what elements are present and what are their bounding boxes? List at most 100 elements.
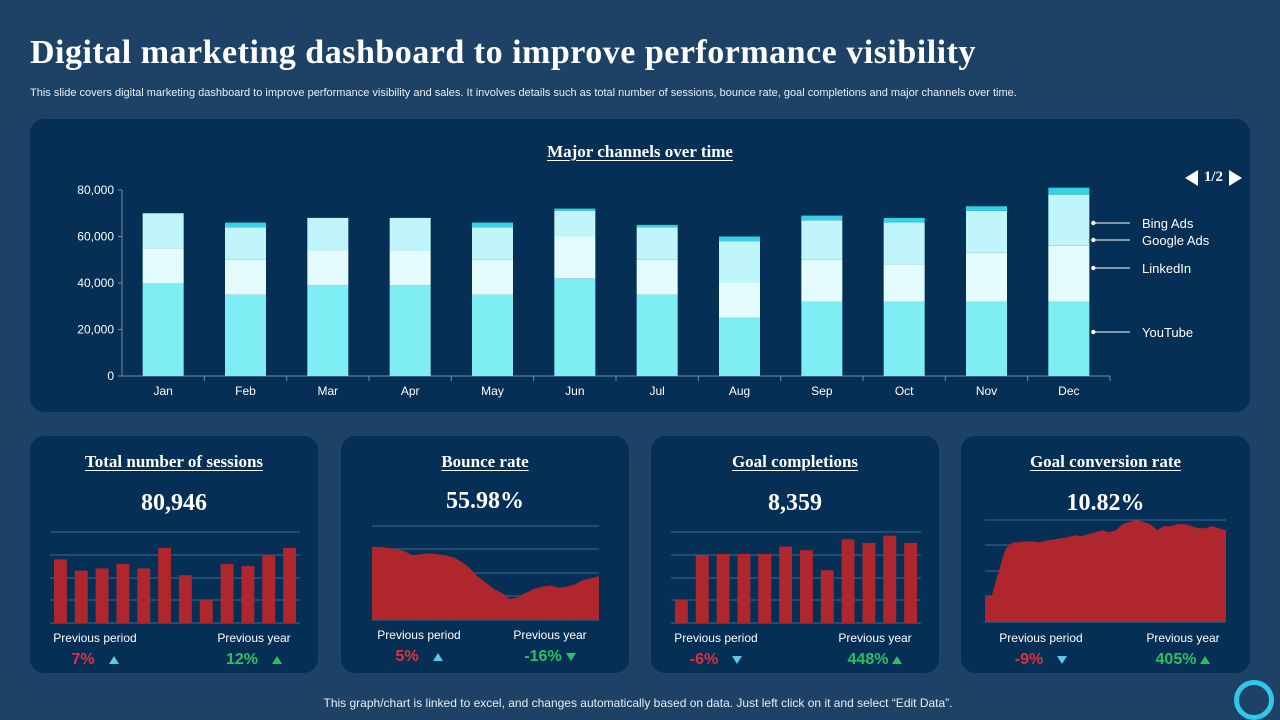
major-channels-chart[interactable]: 0 20,000 40,000 60,000 80,000 Jan Feb Mar Apr May…	[30, 119, 1250, 412]
previous-year-compare: Previous year 12%	[194, 631, 314, 669]
bar-bing-ads	[1048, 187, 1090, 195]
kpi-bar	[674, 599, 688, 623]
kpi-bar	[758, 553, 772, 623]
kpi-title: Goal completions	[731, 452, 859, 471]
kpi-bar	[95, 568, 109, 623]
legend-label-google-ads: Google Ads	[1142, 233, 1210, 248]
bar-google-ads	[307, 217, 349, 251]
bar-bing-ads	[966, 206, 1007, 211]
bar-google-ads	[225, 227, 266, 260]
goal-completions-chart[interactable]	[651, 436, 939, 673]
x-tick-label: May	[481, 384, 504, 398]
bar-bing-ads	[636, 224, 678, 228]
x-tick-label: Aug	[729, 384, 750, 398]
kpi-bar	[199, 600, 213, 623]
compare-percent: -9%	[1014, 651, 1044, 668]
compare-label: Previous period	[377, 628, 461, 642]
kpi-bar	[883, 535, 897, 623]
arrow-up-icon	[272, 656, 283, 664]
compare-percent: 405%	[1155, 651, 1197, 668]
bar-google-ads	[389, 217, 431, 251]
bar-google-ads	[883, 222, 925, 265]
kpi-card-goal-completions: Goal completions 8,359 Previous period -…	[651, 436, 939, 673]
x-tick-label: Jun	[565, 384, 584, 398]
bar-google-ads	[1048, 194, 1090, 246]
compare-label: Previous year	[217, 631, 291, 645]
previous-year-compare: Previous year 405%	[1123, 631, 1243, 669]
bar-bing-ads	[883, 217, 925, 223]
bar-youtube	[636, 294, 678, 376]
legend-dot	[1091, 265, 1096, 271]
kpi-bar	[116, 563, 130, 623]
bar-youtube	[883, 301, 925, 376]
kpi-bar	[716, 553, 730, 623]
kpi-bar	[841, 539, 855, 623]
bar-youtube	[719, 317, 760, 376]
goal-conversion-rate-chart[interactable]	[961, 436, 1250, 673]
y-tick-label: 20,000	[77, 323, 114, 337]
bar-linkedin	[142, 248, 184, 283]
legend-label-bing-ads: Bing Ads	[1142, 216, 1194, 231]
sessions-chart[interactable]	[30, 436, 318, 673]
kpi-title: Total number of sessions	[84, 452, 264, 471]
bar-linkedin	[719, 283, 760, 318]
x-tick-label: Apr	[401, 384, 420, 398]
kpi-bar	[799, 550, 813, 623]
arrow-up-icon	[432, 653, 443, 661]
kpi-value: 80,946	[141, 490, 207, 516]
compare-percent: 5%	[395, 648, 419, 665]
bar-linkedin	[1048, 245, 1090, 302]
page-title: Digital marketing dashboard to improve p…	[30, 34, 976, 71]
previous-year-compare: Previous year -16%	[490, 628, 610, 666]
x-tick-label: Oct	[895, 384, 914, 398]
x-tick-label: Mar	[317, 384, 338, 398]
kpi-card-bounce-rate: Bounce rate 55.98% Previous period 5% Pr…	[341, 436, 629, 673]
y-tick-label: 80,000	[77, 183, 114, 197]
kpi-bar	[74, 570, 88, 623]
kpi-bar	[695, 555, 709, 623]
footer-note: This graph/chart is linked to excel, and…	[323, 696, 953, 710]
y-tick-label: 40,000	[77, 276, 114, 290]
bar-linkedin	[554, 236, 596, 279]
arrow-down-icon	[732, 656, 743, 664]
compare-label: Previous period	[999, 631, 1083, 645]
kpi-bar	[904, 542, 918, 623]
x-tick-label: Dec	[1058, 384, 1079, 398]
kpi-card-goal-conversion-rate: Goal conversion rate 10.82% Previous per…	[961, 436, 1250, 673]
arrow-up-icon	[1200, 656, 1211, 664]
kpi-value: 8,359	[768, 490, 822, 516]
previous-period-compare: Previous period -9%	[981, 631, 1101, 669]
bar-youtube	[389, 285, 431, 376]
compare-percent: -6%	[689, 651, 719, 668]
bar-youtube	[472, 294, 513, 376]
next-page-icon[interactable]	[1229, 169, 1242, 186]
bar-bing-ads	[801, 215, 843, 221]
bar-google-ads	[966, 210, 1007, 253]
pager: 1/2	[1184, 169, 1242, 186]
arrow-down-icon	[565, 653, 576, 661]
bar-bing-ads	[554, 208, 596, 211]
kpi-bar	[220, 563, 234, 623]
kpi-bar	[241, 566, 255, 623]
bounce-rate-chart[interactable]	[341, 436, 629, 673]
bar-youtube	[225, 294, 266, 376]
kpi-bar	[53, 559, 67, 623]
compare-label: Previous year	[513, 628, 587, 642]
legend-dot	[1091, 220, 1096, 226]
major-channels-panel: Major channels over time 1/2 0 20,000 40,0…	[30, 119, 1250, 412]
arrow-up-icon	[108, 656, 119, 664]
bar-linkedin	[636, 259, 678, 295]
previous-year-compare: Previous year 448%	[815, 631, 935, 669]
kpi-bar	[158, 547, 172, 623]
bar-google-ads	[719, 241, 760, 283]
legend-dot	[1091, 237, 1096, 243]
bar-google-ads	[801, 220, 843, 260]
previous-page-icon[interactable]	[1184, 169, 1198, 186]
kpi-area	[372, 546, 599, 620]
kpi-bar	[737, 553, 751, 623]
bar-linkedin	[307, 250, 349, 286]
bar-youtube	[801, 301, 843, 376]
bar-google-ads	[472, 227, 513, 260]
kpi-title: Bounce rate	[441, 452, 529, 471]
bar-youtube	[554, 278, 596, 376]
